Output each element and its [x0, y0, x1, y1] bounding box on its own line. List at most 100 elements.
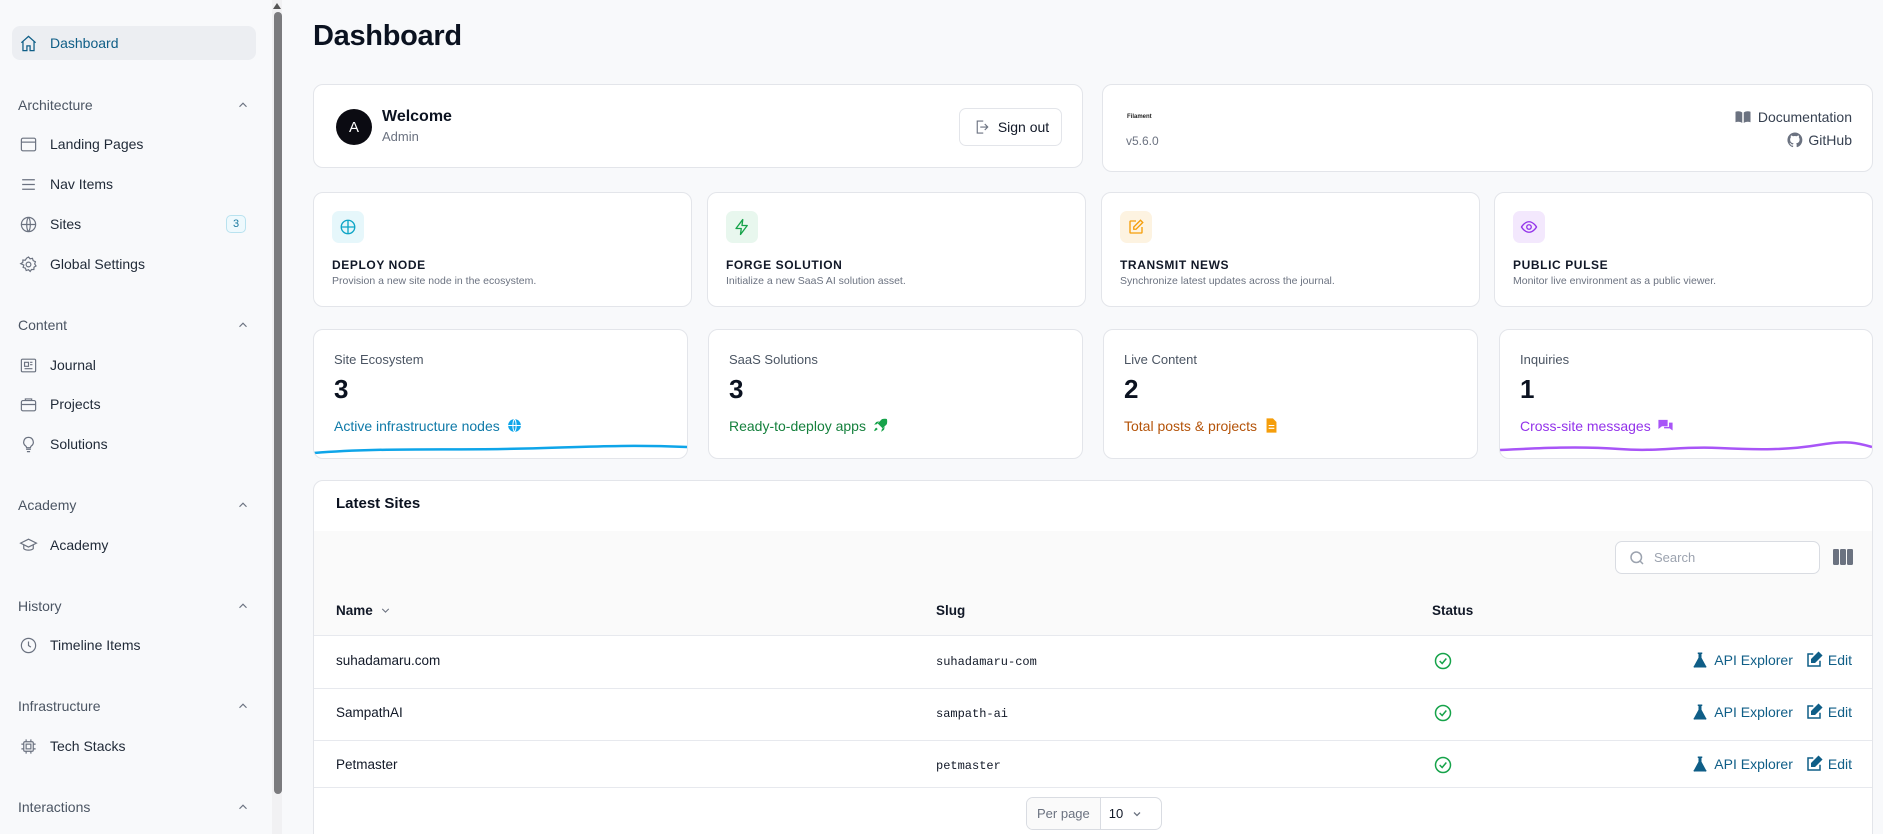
stat-label: Site Ecosystem	[334, 352, 424, 367]
chevron-down-icon	[1133, 811, 1141, 816]
sidebar-scrollbar-thumb[interactable]	[274, 12, 282, 794]
group-architecture[interactable]: Architecture	[18, 95, 250, 115]
site-name: SampathAI	[336, 705, 403, 720]
group-label: Infrastructure	[18, 698, 101, 714]
sidebar-item-journal[interactable]: Journal	[12, 348, 256, 382]
sidebar-item-label: Timeline Items	[50, 637, 141, 653]
sign-out-button[interactable]: Sign out	[959, 108, 1062, 146]
sidebar-item-dashboard[interactable]: Dashboard	[12, 26, 256, 60]
action-description: Initialize a new SaaS AI solution asset.	[726, 275, 906, 287]
action-label: Edit	[1827, 756, 1852, 772]
action-description: Monitor live environment as a public vie…	[1513, 275, 1717, 287]
stat-description-text: Active infrastructure nodes	[334, 417, 500, 434]
stat-saas-solutions: SaaS Solutions 3 Ready-to-deploy apps	[708, 329, 1083, 459]
group-label: Architecture	[18, 97, 93, 113]
bolt-icon	[726, 211, 758, 243]
action-description: Provision a new site node in the ecosyst…	[332, 275, 537, 287]
sites-count-badge: 3	[226, 215, 246, 233]
sidebar-item-projects[interactable]: Projects	[12, 387, 256, 421]
scroll-up-arrow-icon[interactable]	[272, 0, 282, 12]
group-label: Content	[18, 317, 68, 333]
group-infrastructure[interactable]: Infrastructure	[18, 696, 250, 716]
beaker-icon	[1693, 756, 1707, 772]
stat-description: Ready-to-deploy apps	[729, 417, 889, 434]
menu-icon	[18, 174, 38, 194]
sidebar-item-global-settings[interactable]: Global Settings	[12, 247, 256, 281]
transmit-news-card[interactable]: TRANSMIT NEWS Synchronize latest updates…	[1101, 192, 1480, 307]
api-explorer-button[interactable]: API Explorer	[1691, 651, 1793, 669]
table-row[interactable]: SampathAI sampath-ai API Explorer Edit	[314, 688, 1872, 740]
github-link[interactable]: GitHub	[1786, 131, 1852, 149]
stat-label: Live Content	[1124, 352, 1197, 367]
sidebar: Dashboard Architecture Landing Pages Nav…	[0, 0, 268, 834]
edit-button[interactable]: Edit	[1805, 755, 1852, 773]
chevron-up-icon	[239, 322, 247, 328]
sidebar-item-academy[interactable]: Academy	[12, 528, 256, 562]
stat-value: 2	[1124, 374, 1139, 404]
check-circle-icon	[1434, 704, 1452, 722]
sidebar-item-tech-stacks[interactable]: Tech Stacks	[12, 729, 256, 763]
column-toggle-icon[interactable]	[1832, 547, 1854, 567]
group-interactions[interactable]: Interactions	[18, 797, 250, 817]
lightbulb-icon	[18, 434, 38, 454]
search-box	[1615, 541, 1820, 574]
stat-description: Total posts & projects	[1124, 417, 1280, 434]
beaker-icon	[1693, 704, 1707, 720]
documentation-link[interactable]: Documentation	[1734, 108, 1852, 126]
action-title: TRANSMIT NEWS	[1120, 258, 1230, 272]
per-page-value[interactable]: 10	[1101, 798, 1151, 829]
globe-icon	[18, 214, 38, 234]
row-actions: API Explorer Edit	[1691, 651, 1852, 669]
divider	[314, 787, 1872, 788]
beaker-icon	[1693, 652, 1707, 668]
filament-logo[interactable]: Filament	[1127, 114, 1152, 120]
eye-icon	[1513, 211, 1545, 243]
per-page-label: Per page	[1027, 798, 1101, 829]
sidebar-item-sites[interactable]: Sites 3	[12, 207, 256, 241]
stat-site-ecosystem: Site Ecosystem 3 Active infrastructure n…	[313, 329, 688, 459]
sidebar-item-label: Projects	[50, 396, 101, 412]
stat-value: 3	[334, 374, 349, 404]
latest-sites-table: Latest Sites Name Slug Status suhadamaru…	[313, 480, 1873, 834]
column-header-name[interactable]: Name	[336, 603, 392, 618]
action-label: API Explorer	[1714, 704, 1793, 720]
api-explorer-button[interactable]: API Explorer	[1691, 755, 1793, 773]
stat-inquiries: Inquiries 1 Cross-site messages	[1499, 329, 1873, 459]
table-row[interactable]: Petmaster petmaster API Explorer Edit	[314, 740, 1872, 792]
public-pulse-card[interactable]: PUBLIC PULSE Monitor live environment as…	[1494, 192, 1873, 307]
github-icon	[1787, 132, 1803, 148]
site-slug: suhadamaru-com	[936, 655, 1037, 669]
search-input[interactable]	[1654, 550, 1804, 565]
avatar[interactable]: A	[336, 109, 372, 145]
rocket-icon	[874, 418, 888, 432]
action-label: Edit	[1827, 704, 1852, 720]
edit-button[interactable]: Edit	[1805, 703, 1852, 721]
stat-description: Cross-site messages	[1520, 417, 1674, 434]
newspaper-icon	[18, 355, 38, 375]
forge-solution-card[interactable]: FORGE SOLUTION Initialize a new SaaS AI …	[707, 192, 1086, 307]
sidebar-item-landing-pages[interactable]: Landing Pages	[12, 127, 256, 161]
stat-description-text: Ready-to-deploy apps	[729, 417, 866, 434]
edit-button[interactable]: Edit	[1805, 651, 1852, 669]
group-academy[interactable]: Academy	[18, 495, 250, 515]
per-page-select[interactable]: Per page 10	[1026, 797, 1162, 830]
site-name: suhadamaru.com	[336, 653, 441, 668]
account-widget: A Welcome Admin Sign out	[313, 84, 1083, 168]
table-title: Latest Sites	[336, 495, 421, 512]
group-history[interactable]: History	[18, 596, 250, 616]
action-title: FORGE SOLUTION	[726, 258, 843, 272]
deploy-node-card[interactable]: DEPLOY NODE Provision a new site node in…	[313, 192, 692, 307]
sidebar-item-label: Solutions	[50, 436, 108, 452]
documentation-label: Documentation	[1757, 109, 1852, 125]
sidebar-item-label: Journal	[50, 357, 96, 373]
group-content[interactable]: Content	[18, 315, 250, 335]
sidebar-item-timeline-items[interactable]: Timeline Items	[12, 628, 256, 662]
sidebar-item-solutions[interactable]: Solutions	[12, 427, 256, 461]
api-explorer-button[interactable]: API Explorer	[1691, 703, 1793, 721]
group-label: Academy	[18, 497, 77, 513]
table-row[interactable]: suhadamaru.com suhadamaru-com API Explor…	[314, 636, 1872, 688]
sidebar-item-label: Global Settings	[50, 256, 145, 272]
sparkline	[1500, 441, 1872, 452]
sidebar-item-label: Dashboard	[50, 35, 119, 51]
sidebar-item-nav-items[interactable]: Nav Items	[12, 167, 256, 201]
